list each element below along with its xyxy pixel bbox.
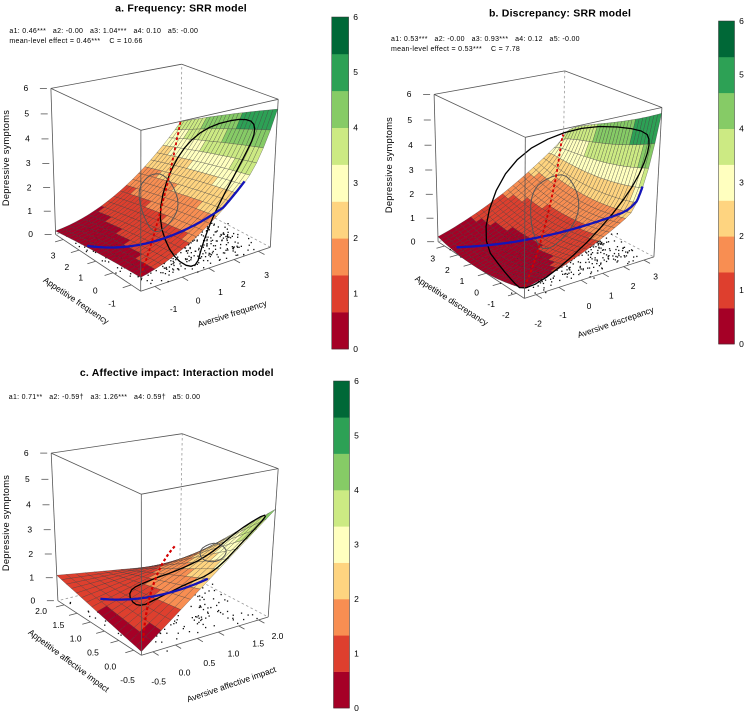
svg-text:6: 6 bbox=[24, 448, 29, 458]
svg-text:3: 3 bbox=[653, 272, 658, 282]
svg-text:-0.5: -0.5 bbox=[120, 675, 135, 685]
svg-text:3: 3 bbox=[354, 539, 359, 549]
svg-text:3: 3 bbox=[353, 178, 358, 188]
svg-text:5: 5 bbox=[407, 115, 412, 125]
svg-text:0.0: 0.0 bbox=[104, 661, 116, 671]
svg-text:2: 2 bbox=[739, 231, 744, 241]
svg-text:1: 1 bbox=[353, 289, 358, 299]
svg-text:-1: -1 bbox=[108, 298, 116, 308]
svg-text:5: 5 bbox=[24, 109, 29, 119]
svg-text:mean-level effect = 0.53***: mean-level effect = 0.53*** C = 7.78 bbox=[391, 46, 520, 53]
svg-text:2: 2 bbox=[28, 549, 33, 559]
svg-text:b. Discrepancy: SRR model: b. Discrepancy: SRR model bbox=[489, 8, 631, 20]
svg-text:a1: 0.53*** a2: -0.00 a3:: a1: 0.53*** a2: -0.00 a3: 0.93*** a4: 0.… bbox=[391, 36, 580, 43]
svg-text:5: 5 bbox=[354, 430, 359, 440]
svg-text:3: 3 bbox=[27, 525, 32, 535]
svg-text:6: 6 bbox=[407, 89, 412, 99]
svg-text:c. Affective impact: Interacti: c. Affective impact: Interaction model bbox=[80, 367, 274, 379]
svg-text:6: 6 bbox=[739, 16, 744, 26]
svg-text:1: 1 bbox=[218, 287, 223, 297]
svg-text:Depressive symptoms: Depressive symptoms bbox=[1, 475, 11, 571]
svg-text:3: 3 bbox=[409, 165, 414, 175]
svg-text:1.5: 1.5 bbox=[52, 620, 64, 630]
svg-text:a. Frequency: SRR model: a. Frequency: SRR model bbox=[115, 3, 247, 15]
svg-text:0: 0 bbox=[411, 237, 416, 247]
svg-text:2: 2 bbox=[354, 594, 359, 604]
svg-text:3: 3 bbox=[430, 254, 435, 264]
svg-text:2.0: 2.0 bbox=[272, 631, 284, 641]
svg-text:0: 0 bbox=[196, 295, 201, 305]
svg-text:-1: -1 bbox=[170, 304, 178, 314]
svg-text:1.0: 1.0 bbox=[228, 649, 240, 659]
svg-text:Depressive symptoms: Depressive symptoms bbox=[1, 110, 11, 206]
svg-text:5: 5 bbox=[25, 474, 30, 484]
svg-text:1: 1 bbox=[78, 272, 83, 282]
svg-text:0.5: 0.5 bbox=[203, 658, 215, 668]
svg-text:1: 1 bbox=[460, 276, 465, 286]
svg-text:-2: -2 bbox=[502, 310, 510, 320]
svg-text:6: 6 bbox=[24, 83, 29, 93]
svg-text:1: 1 bbox=[354, 648, 359, 658]
svg-text:4: 4 bbox=[25, 134, 30, 144]
svg-text:2.0: 2.0 bbox=[35, 606, 47, 616]
svg-text:3: 3 bbox=[26, 158, 31, 168]
svg-text:a1: 0.46*** a2: -0.00 a3:: a1: 0.46*** a2: -0.00 a3: 1.04*** a4: 0.… bbox=[9, 28, 198, 35]
svg-text:0: 0 bbox=[739, 339, 744, 349]
svg-text:2: 2 bbox=[65, 262, 70, 272]
svg-text:6: 6 bbox=[353, 12, 358, 22]
svg-text:4: 4 bbox=[353, 123, 358, 133]
svg-text:1: 1 bbox=[739, 285, 744, 295]
svg-text:0: 0 bbox=[474, 288, 479, 298]
svg-text:2: 2 bbox=[409, 189, 414, 199]
svg-text:0: 0 bbox=[28, 229, 33, 239]
svg-text:1.0: 1.0 bbox=[70, 634, 82, 644]
svg-text:4: 4 bbox=[739, 124, 744, 134]
svg-text:-0.5: -0.5 bbox=[151, 677, 166, 687]
svg-text:Depressive symptoms: Depressive symptoms bbox=[384, 117, 394, 213]
svg-text:0.0: 0.0 bbox=[179, 668, 191, 678]
svg-text:5: 5 bbox=[353, 67, 358, 77]
svg-text:0: 0 bbox=[31, 596, 36, 606]
svg-text:1: 1 bbox=[609, 291, 614, 301]
svg-text:0.5: 0.5 bbox=[87, 648, 99, 658]
svg-text:1: 1 bbox=[27, 206, 32, 216]
svg-text:1: 1 bbox=[410, 213, 415, 223]
svg-text:5: 5 bbox=[739, 70, 744, 80]
svg-text:2: 2 bbox=[631, 281, 636, 291]
svg-text:0: 0 bbox=[354, 703, 359, 713]
svg-text:-1: -1 bbox=[487, 299, 495, 309]
svg-text:1: 1 bbox=[29, 573, 34, 583]
svg-text:2: 2 bbox=[353, 233, 358, 243]
svg-text:4: 4 bbox=[354, 485, 359, 495]
svg-text:0: 0 bbox=[93, 285, 98, 295]
svg-text:-1: -1 bbox=[559, 310, 567, 320]
svg-text:a1: 0.71** a2: -0.59† a3:: a1: 0.71** a2: -0.59† a3: 1.26*** a4: 0.… bbox=[9, 394, 201, 401]
svg-text:6: 6 bbox=[354, 376, 359, 386]
svg-text:mean-level effect = 0.46***: mean-level effect = 0.46*** C = 10.66 bbox=[9, 38, 142, 45]
svg-text:1.5: 1.5 bbox=[252, 639, 264, 649]
svg-text:2: 2 bbox=[241, 279, 246, 289]
svg-text:4: 4 bbox=[26, 500, 31, 510]
svg-text:2: 2 bbox=[445, 265, 450, 275]
svg-text:2: 2 bbox=[27, 182, 32, 192]
svg-text:0: 0 bbox=[353, 344, 358, 354]
svg-text:3: 3 bbox=[51, 250, 56, 260]
svg-text:3: 3 bbox=[739, 177, 744, 187]
svg-text:0: 0 bbox=[587, 301, 592, 311]
svg-text:4: 4 bbox=[408, 140, 413, 150]
svg-text:-2: -2 bbox=[534, 318, 542, 328]
svg-text:3: 3 bbox=[264, 270, 269, 280]
